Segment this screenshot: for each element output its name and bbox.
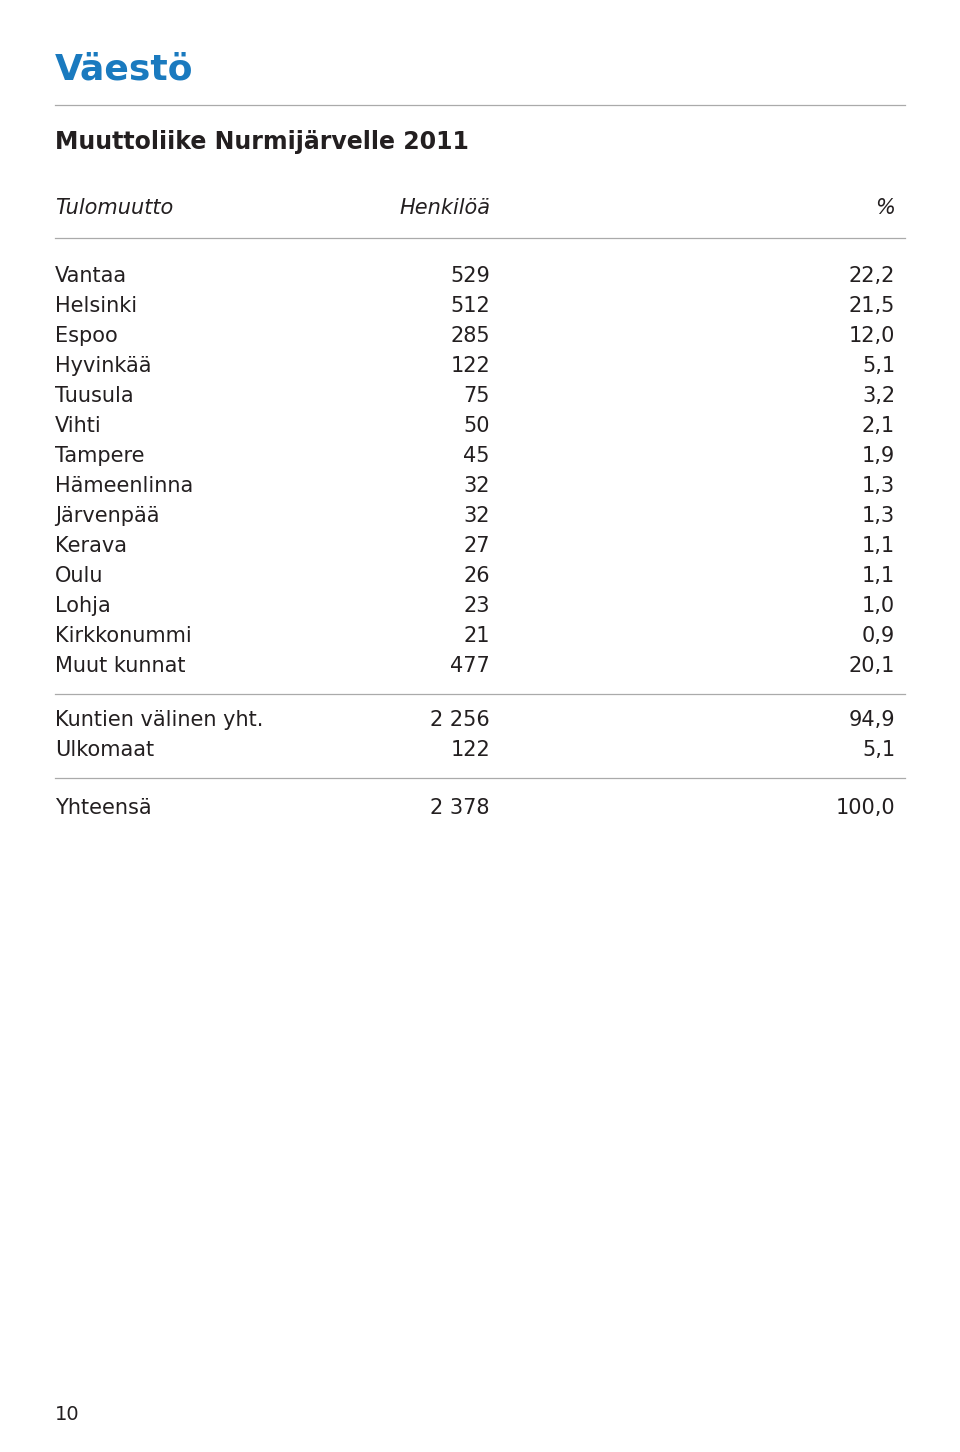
- Text: 122: 122: [450, 741, 490, 759]
- Text: Tuusula: Tuusula: [55, 386, 133, 407]
- Text: 1,9: 1,9: [862, 446, 895, 466]
- Text: 477: 477: [450, 656, 490, 677]
- Text: 32: 32: [464, 476, 490, 497]
- Text: 1,1: 1,1: [862, 536, 895, 556]
- Text: Yhteensä: Yhteensä: [55, 799, 152, 817]
- Text: 27: 27: [464, 536, 490, 556]
- Text: 22,2: 22,2: [849, 266, 895, 286]
- Text: 2 256: 2 256: [430, 710, 490, 730]
- Text: 20,1: 20,1: [849, 656, 895, 677]
- Text: Helsinki: Helsinki: [55, 296, 137, 317]
- Text: 285: 285: [450, 327, 490, 346]
- Text: 94,9: 94,9: [849, 710, 895, 730]
- Text: Espoo: Espoo: [55, 327, 118, 346]
- Text: Kirkkonummi: Kirkkonummi: [55, 626, 192, 646]
- Text: Ulkomaat: Ulkomaat: [55, 741, 155, 759]
- Text: Väestö: Väestö: [55, 52, 194, 86]
- Text: 75: 75: [464, 386, 490, 407]
- Text: 512: 512: [450, 296, 490, 317]
- Text: 21: 21: [464, 626, 490, 646]
- Text: 2 378: 2 378: [430, 799, 490, 817]
- Text: 21,5: 21,5: [849, 296, 895, 317]
- Text: %: %: [876, 197, 895, 218]
- Text: Vantaa: Vantaa: [55, 266, 127, 286]
- Text: Kerava: Kerava: [55, 536, 127, 556]
- Text: Oulu: Oulu: [55, 566, 104, 587]
- Text: 10: 10: [55, 1406, 80, 1424]
- Text: 45: 45: [464, 446, 490, 466]
- Text: 100,0: 100,0: [835, 799, 895, 817]
- Text: 1,1: 1,1: [862, 566, 895, 587]
- Text: 1,3: 1,3: [862, 505, 895, 526]
- Text: Muut kunnat: Muut kunnat: [55, 656, 185, 677]
- Text: 12,0: 12,0: [849, 327, 895, 346]
- Text: Tampere: Tampere: [55, 446, 145, 466]
- Text: 23: 23: [464, 595, 490, 616]
- Text: 3,2: 3,2: [862, 386, 895, 407]
- Text: 1,3: 1,3: [862, 476, 895, 497]
- Text: 0,9: 0,9: [862, 626, 895, 646]
- Text: 2,1: 2,1: [862, 417, 895, 436]
- Text: Tulomuutto: Tulomuutto: [55, 197, 173, 218]
- Text: Hämeenlinna: Hämeenlinna: [55, 476, 193, 497]
- Text: Vihti: Vihti: [55, 417, 102, 436]
- Text: 5,1: 5,1: [862, 356, 895, 376]
- Text: Henkilöä: Henkilöä: [399, 197, 490, 218]
- Text: Kuntien välinen yht.: Kuntien välinen yht.: [55, 710, 263, 730]
- Text: Lohja: Lohja: [55, 595, 110, 616]
- Text: Muuttoliike Nurmijärvelle 2011: Muuttoliike Nurmijärvelle 2011: [55, 131, 468, 154]
- Text: Hyvinkää: Hyvinkää: [55, 356, 152, 376]
- Text: 5,1: 5,1: [862, 741, 895, 759]
- Text: 50: 50: [464, 417, 490, 436]
- Text: 26: 26: [464, 566, 490, 587]
- Text: 122: 122: [450, 356, 490, 376]
- Text: 1,0: 1,0: [862, 595, 895, 616]
- Text: 529: 529: [450, 266, 490, 286]
- Text: 32: 32: [464, 505, 490, 526]
- Text: Järvenpää: Järvenpää: [55, 505, 159, 526]
